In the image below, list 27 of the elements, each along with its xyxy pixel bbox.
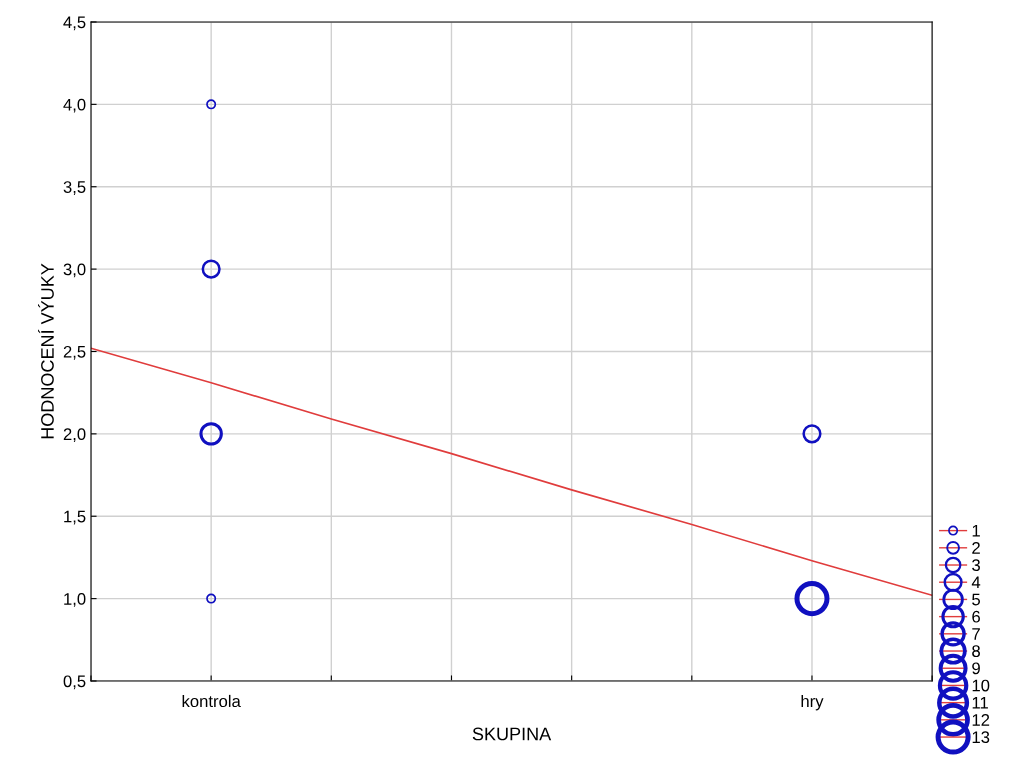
legend-label: 11 [972,697,988,709]
legend-label: 13 [972,731,990,744]
y-tick-label: 4,5 [63,16,86,31]
legend-label: 10 [972,679,990,692]
y-tick-label: 3,5 [63,181,86,195]
legend-label: 6 [972,610,980,623]
legend-label: 12 [972,714,990,726]
y-tick-label: 1,0 [64,593,86,607]
y-tick-label: 2,5 [63,345,86,360]
y-tick-label: 0,5 [63,675,86,690]
y-tick-label: 2,0 [63,428,86,443]
legend-label: 4 [971,576,981,589]
line-series [90,347,933,597]
x-axis-title: SKUPINA [472,727,552,741]
x-tick-label: kontrola [182,694,241,708]
legend-label: 5 [972,593,980,606]
legend-label: 8 [972,645,980,658]
y-axis-title: HODNOCENÍ VÝUKY [38,263,54,439]
legend-label: 9 [972,662,980,675]
x-tick-label: hry [801,694,824,711]
legend-label: 7 [972,628,980,640]
y-tick-label: 4,0 [63,98,86,113]
legend-label: 1 [972,524,980,537]
y-tick-label: 3,0 [63,263,86,278]
y-tick-label: 1,5 [64,510,86,525]
legend-label: 2 [972,542,980,554]
legend-label: 3 [972,559,980,572]
